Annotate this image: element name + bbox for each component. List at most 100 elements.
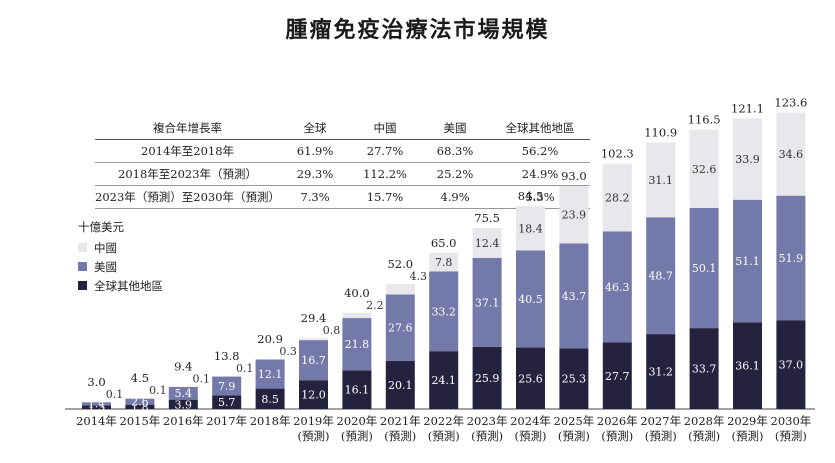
chart-title: 腫瘤免疫治療法市場規模 <box>285 18 550 43</box>
cagr-cell: 5.3% <box>525 190 555 204</box>
bar-segment-usa <box>472 257 502 347</box>
legend-label: 中國 <box>94 240 117 255</box>
bar-segment-china <box>602 163 632 232</box>
bar-segment-rest-of-world <box>168 399 198 409</box>
data-label-rest-of-world: 24.1 <box>431 374 456 387</box>
bar-segment-usa <box>429 271 459 352</box>
data-label-rest-of-world: 5.7 <box>218 396 236 409</box>
legend-swatch-china <box>78 243 87 252</box>
bar-segment-usa <box>255 359 285 389</box>
cagr-cell: 56.2% <box>521 144 559 158</box>
data-label-rest-of-world: 3.9 <box>175 398 193 411</box>
total-label: 65.0 <box>431 236 457 250</box>
data-label-usa: 46.3 <box>605 281 630 294</box>
data-label-china: 0.1 <box>236 362 254 375</box>
chart-legend: 十億美元 中國 美國 全球其他地區 <box>78 219 163 295</box>
x-tick-label: (預測) <box>645 429 677 443</box>
data-label-rest-of-world: 36.1 <box>735 360 760 373</box>
data-label-usa: 12.1 <box>258 368 283 381</box>
bar-segment-rest-of-world <box>125 404 155 409</box>
bar-segment-rest-of-world <box>472 346 502 409</box>
x-tick-label: 2016年 <box>163 414 204 428</box>
bar-segment-china <box>559 186 589 244</box>
bar-segment-usa <box>299 340 328 381</box>
legend-item-usa: 美國 <box>78 257 163 276</box>
cagr-header-cell: 全球 <box>303 121 327 135</box>
bar-segment-rest-of-world <box>559 348 589 409</box>
total-label: 84.5 <box>518 189 544 203</box>
data-label-china: 0.1 <box>149 384 167 397</box>
x-tick-label: 2027年 <box>640 414 681 428</box>
bar-segment-rest-of-world <box>733 322 762 409</box>
bar-segment-usa <box>733 199 762 323</box>
data-label-usa: 43.7 <box>562 290 587 303</box>
x-tick-label: (預測) <box>384 429 416 443</box>
x-tick-label: 2021年 <box>380 414 421 428</box>
cagr-cell: 27.7% <box>366 144 404 158</box>
data-label-china: 12.4 <box>475 237 500 250</box>
cagr-cell: 4.9% <box>440 190 470 204</box>
total-label: 9.4 <box>174 359 192 373</box>
cagr-cell: 24.9% <box>521 167 559 181</box>
data-label-rest-of-world: 12.0 <box>301 389 326 402</box>
x-tick-label: 2014年 <box>76 414 117 428</box>
data-label-usa: 7.9 <box>218 380 236 393</box>
bar-segment-rest-of-world <box>385 360 415 409</box>
data-label-usa: 48.7 <box>648 270 673 283</box>
bar-segment-china <box>255 358 285 360</box>
total-label: 102.3 <box>601 147 634 161</box>
legend-label: 全球其他地區 <box>94 278 163 293</box>
data-label-china: 34.6 <box>779 148 804 161</box>
bar-segment-usa <box>776 195 806 321</box>
total-label: 121.1 <box>731 101 764 115</box>
bar-segment-china <box>342 312 372 319</box>
total-label: 40.0 <box>344 286 370 300</box>
total-label: 123.6 <box>774 96 807 110</box>
x-tick-label: 2017年 <box>206 414 247 428</box>
bar-segment-rest-of-world <box>255 388 285 409</box>
bar-segment-rest-of-world <box>342 370 372 409</box>
data-label-china: 7.8 <box>435 256 453 269</box>
data-label-china: 4.3 <box>410 270 428 283</box>
total-label: 29.4 <box>301 311 327 325</box>
bar-segment-rest-of-world <box>429 351 459 409</box>
x-tick-label: (預測) <box>558 429 590 443</box>
x-tick-label: 2015年 <box>120 414 161 428</box>
bar-segment-usa <box>125 398 155 405</box>
legend-label: 美國 <box>94 259 117 274</box>
unit-label: 十億美元 <box>78 220 124 234</box>
bar-segment-china <box>516 206 545 251</box>
cagr-header-cell: 中國 <box>373 121 397 135</box>
x-tick-label: (預測) <box>341 429 373 443</box>
total-label: 75.5 <box>474 211 500 225</box>
x-tick-label: (預測) <box>601 429 633 443</box>
bar-segment-usa <box>646 217 676 335</box>
cagr-row: 2023年（預測）至2030年（預測） 7.3% 15.7% 4.9% 5.3% <box>95 186 591 209</box>
x-tick-label: 2028年 <box>684 414 725 428</box>
data-label-china: 0.3 <box>279 345 297 358</box>
bar-segment-china <box>472 228 502 258</box>
data-label-rest-of-world: 37.0 <box>779 359 804 372</box>
bar-segment-rest-of-world <box>212 395 242 409</box>
total-label: 13.8 <box>214 349 240 363</box>
legend-swatch-usa <box>78 262 87 271</box>
bar-segment-china <box>733 118 762 200</box>
x-tick-label: (預測) <box>515 429 547 443</box>
cagr-cell: 2018年至2023年（預測） <box>118 167 258 181</box>
total-label: 52.0 <box>387 257 413 271</box>
x-tick-label: (預測) <box>471 429 503 443</box>
cagr-cell: 2023年（預測）至2030年（預測） <box>95 190 281 204</box>
data-label-china: 31.1 <box>648 174 673 187</box>
legend-item-rest-of-world: 全球其他地區 <box>78 276 163 295</box>
bar-segment-china <box>125 398 155 399</box>
bar-segment-china <box>689 129 719 208</box>
cagr-header-cell: 複合年增長率 <box>153 121 223 135</box>
legend-swatch-rest-of-world <box>78 281 87 290</box>
bar-segment-china <box>82 401 111 403</box>
data-label-china: 28.2 <box>605 192 630 205</box>
data-label-rest-of-world: 16.1 <box>345 384 370 397</box>
cagr-cell: 112.2% <box>363 167 407 181</box>
data-label-usa: 37.1 <box>475 296 500 309</box>
data-label-china: 0.1 <box>106 388 124 401</box>
bar-segment-china <box>776 112 806 196</box>
